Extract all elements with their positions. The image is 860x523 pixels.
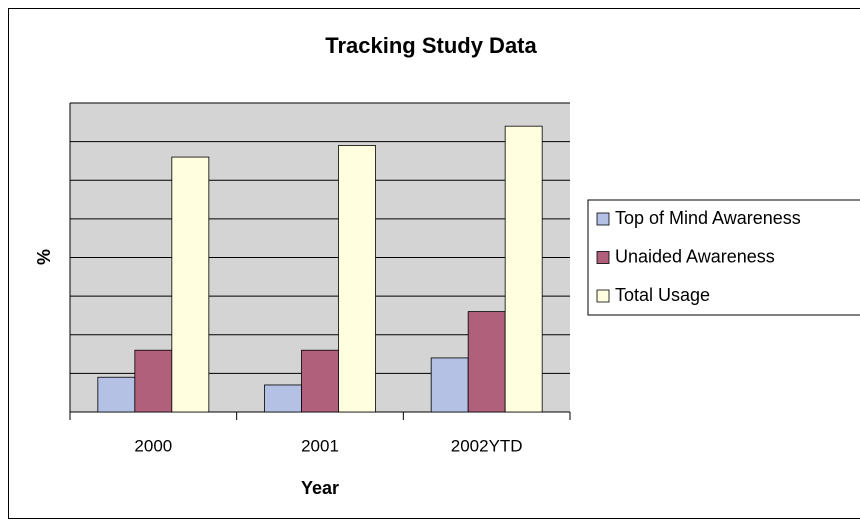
x-tick-label: 2000 — [134, 436, 172, 455]
legend-swatch — [596, 251, 610, 264]
bar — [97, 376, 136, 413]
bar — [171, 156, 210, 413]
y-axis-label: % — [34, 249, 54, 265]
x-tick-label: 2002YTD — [451, 436, 523, 455]
bar — [430, 357, 469, 413]
legend-label: Unaided Awareness — [615, 246, 775, 266]
x-tick-label: 2001 — [301, 436, 339, 455]
legend-label: Total Usage — [615, 285, 710, 305]
bar — [338, 145, 376, 413]
legend-swatch — [596, 212, 610, 226]
legend-swatch — [596, 289, 610, 303]
x-axis-label: Year — [301, 478, 339, 498]
bar — [264, 384, 302, 413]
bar — [504, 125, 543, 413]
chart-title: Tracking Study Data — [325, 33, 537, 58]
legend-label: Top of Mind Awareness — [615, 208, 801, 228]
legend-box — [587, 199, 860, 316]
bar — [301, 349, 339, 413]
bar — [134, 349, 173, 413]
bar — [467, 311, 506, 413]
